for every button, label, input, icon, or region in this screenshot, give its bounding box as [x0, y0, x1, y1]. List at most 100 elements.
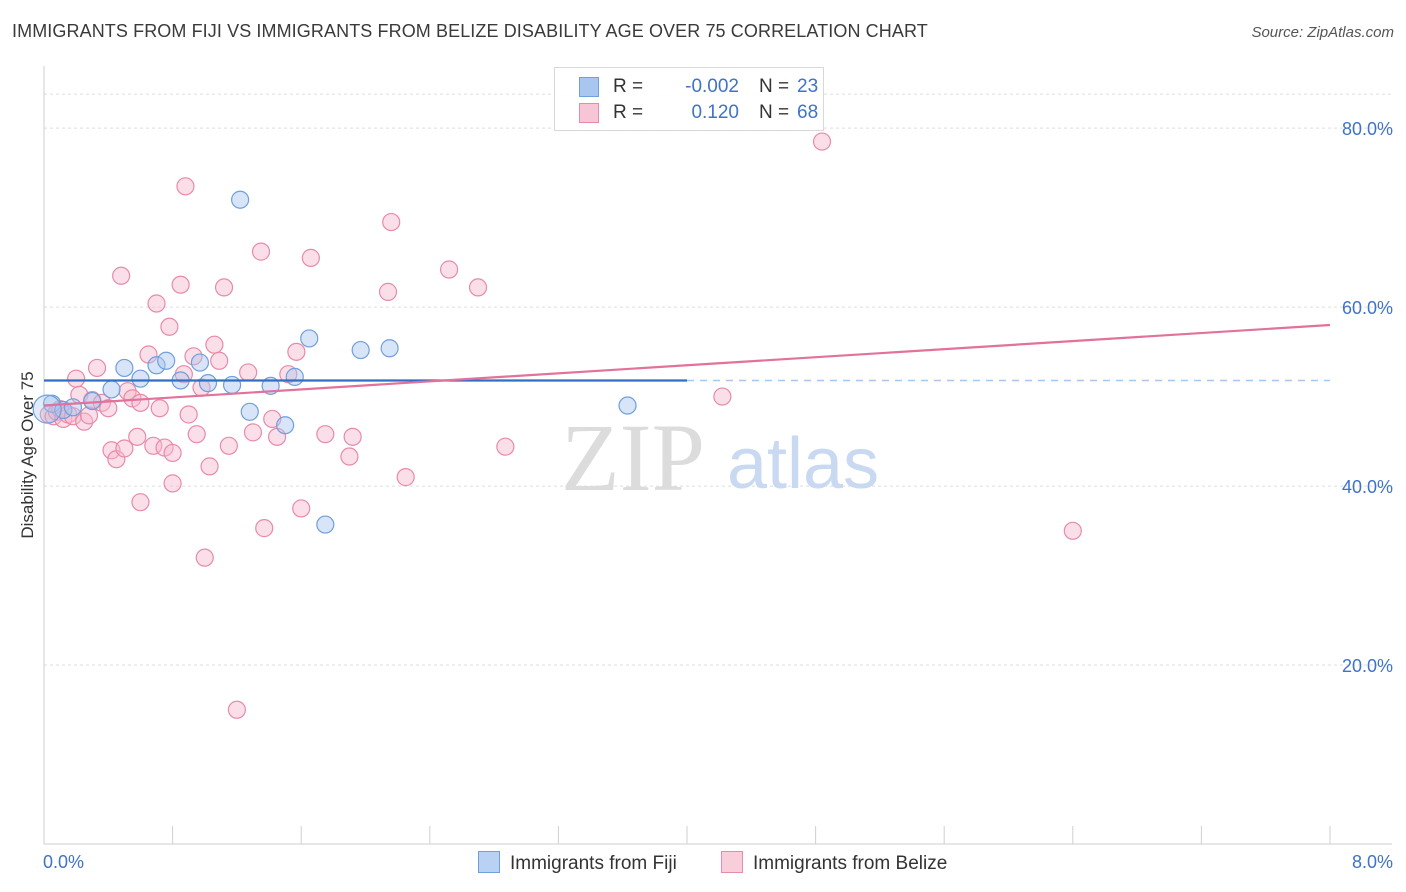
axes — [43, 66, 1392, 845]
belize-n-value: 68 — [797, 102, 819, 123]
y-tick-label-40: 40.0% — [1342, 477, 1393, 497]
fiji-point — [157, 351, 176, 370]
belize-point — [131, 493, 150, 512]
chart-title: IMMIGRANTS FROM FIJI VS IMMIGRANTS FROM … — [12, 21, 928, 41]
belize-swatch — [579, 103, 599, 123]
belize-point — [214, 278, 234, 297]
fiji-point — [618, 396, 637, 415]
fiji-legend-swatch — [478, 851, 500, 873]
x-tick-max: 8.0% — [1351, 852, 1393, 872]
fiji-swatch — [579, 77, 599, 97]
y-tick-label-20: 20.0% — [1342, 656, 1393, 676]
fiji-point — [147, 356, 166, 375]
fiji-point — [102, 380, 121, 399]
source-credit: Source: ZipAtlas.com — [1251, 24, 1394, 41]
belize-point — [112, 266, 131, 285]
belize-point — [163, 443, 182, 463]
belize-point — [340, 447, 359, 466]
belize-point — [227, 700, 246, 719]
belize-point — [812, 132, 832, 151]
trend-lines — [43, 323, 1331, 407]
fiji-point — [63, 398, 83, 417]
belize-point — [128, 427, 147, 446]
belize-point — [187, 425, 206, 444]
belize-point — [343, 427, 362, 446]
belize-legend-swatch — [721, 851, 743, 873]
fiji-point — [351, 340, 370, 360]
belize-point — [382, 212, 401, 232]
belize-point — [144, 436, 163, 455]
belize-point — [176, 177, 195, 196]
belize-point — [496, 437, 515, 456]
watermark-zip: ZIP — [561, 404, 705, 511]
legend-item-fiji[interactable]: Immigrants from Fiji — [478, 851, 677, 875]
belize-point — [75, 412, 94, 431]
belize-r-value: 0.120 — [691, 102, 739, 123]
belize-point — [147, 294, 166, 313]
belize-point — [1063, 521, 1082, 540]
belize-point — [131, 393, 150, 412]
belize-point — [251, 242, 271, 261]
belize-point — [316, 425, 335, 444]
belize-point — [179, 405, 198, 424]
y-tick-labels: 20.0% 40.0% 60.0% 80.0% — [1342, 119, 1393, 676]
belize-point — [239, 363, 258, 382]
belize-point — [67, 369, 86, 388]
fiji-point — [380, 339, 399, 358]
belize-point — [205, 335, 224, 354]
fiji-point — [300, 329, 319, 348]
belize-point — [160, 317, 179, 336]
series-legend: Immigrants from Fiji Immigrants from Bel… — [0, 851, 1406, 877]
belize-point — [150, 399, 169, 418]
fiji-n-value: 23 — [797, 76, 819, 97]
fiji-point — [222, 375, 242, 395]
fiji-point — [316, 515, 335, 534]
fiji-points — [32, 190, 637, 534]
belize-point — [301, 248, 320, 267]
fiji-point — [198, 374, 218, 393]
belize-points — [39, 132, 1082, 719]
fiji-n-label: N = — [759, 76, 790, 97]
belize-point — [219, 436, 238, 455]
belize-point — [195, 548, 214, 567]
belize-point — [287, 342, 306, 361]
belize-point — [163, 474, 182, 493]
y-tick-label-60: 60.0% — [1342, 298, 1393, 318]
fiji-point — [276, 416, 295, 435]
fiji-point — [115, 358, 134, 378]
belize-trend-line — [43, 323, 1331, 407]
belize-point — [439, 260, 459, 279]
belize-point — [468, 278, 488, 297]
belize-point — [255, 519, 274, 538]
belize-point — [171, 275, 190, 294]
belize-point — [713, 387, 732, 406]
belize-point — [243, 423, 263, 442]
belize-point — [200, 457, 219, 476]
belize-r-label: R = — [613, 102, 644, 123]
watermark-atlas: atlas — [727, 424, 879, 504]
fiji-point — [240, 402, 259, 421]
belize-point — [396, 468, 415, 487]
belize-point — [87, 358, 107, 378]
fiji-legend-label: Immigrants from Fiji — [510, 853, 677, 874]
legend-item-belize[interactable]: Immigrants from Belize — [721, 851, 947, 875]
fiji-point — [131, 369, 150, 388]
y-tick-label-80: 80.0% — [1342, 119, 1393, 139]
y-axis-label: Disability Age Over 75 — [18, 371, 37, 539]
belize-point — [292, 499, 311, 518]
belize-point — [115, 439, 134, 458]
belize-point — [79, 406, 99, 425]
belize-legend-label: Immigrants from Belize — [753, 853, 948, 874]
fiji-r-label: R = — [613, 76, 644, 97]
stats-legend: R = -0.002 N = 23 R = 0.120 N = 68 — [554, 67, 824, 131]
belize-point — [99, 399, 118, 418]
fiji-point-cluster — [32, 394, 62, 424]
fiji-point — [231, 190, 250, 209]
belize-point — [378, 282, 398, 301]
x-tick-min: 0.0% — [43, 852, 85, 872]
fiji-point — [285, 367, 304, 386]
watermark: ZIP atlas — [561, 404, 879, 511]
fiji-point — [190, 353, 210, 372]
belize-n-label: N = — [759, 102, 790, 123]
